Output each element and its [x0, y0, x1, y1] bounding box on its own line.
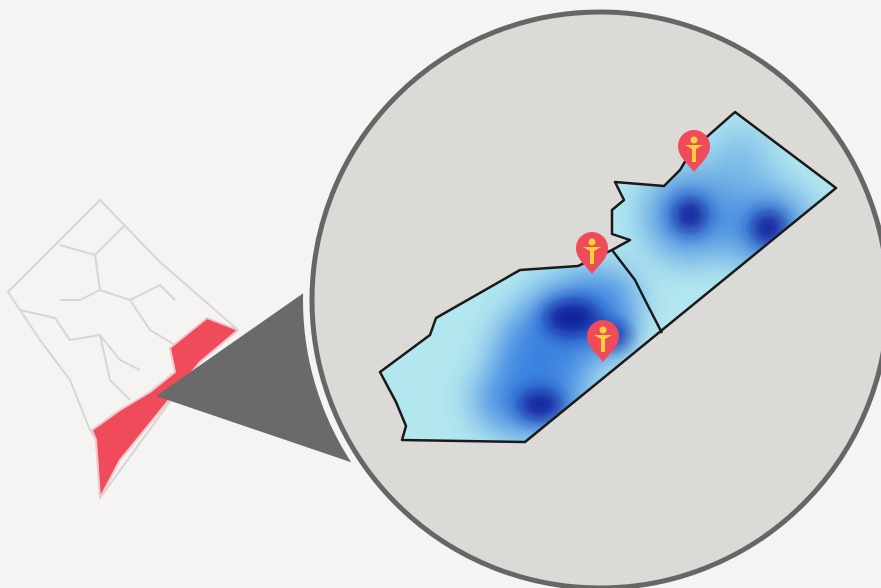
ward-border — [59, 244, 176, 346]
pin — [678, 130, 710, 172]
pin-icon-head — [599, 326, 607, 334]
region-outline — [378, 110, 838, 444]
pin — [587, 320, 619, 362]
ward-border — [149, 371, 176, 393]
pin-icon-body — [594, 335, 612, 352]
heat-spot — [673, 198, 707, 232]
pin-icon-body — [685, 145, 703, 162]
pin-icon-head — [690, 136, 698, 144]
heat-spot — [544, 300, 600, 336]
heat-spot — [518, 390, 562, 420]
district-map — [7, 199, 239, 499]
heat-area — [710, 130, 770, 190]
pin-icon-body — [583, 247, 601, 264]
pins — [576, 130, 710, 362]
ward-border — [60, 224, 176, 401]
pin — [576, 232, 608, 274]
ward-border — [19, 309, 141, 371]
pin-icon-head — [588, 238, 596, 246]
highlighted-ward — [91, 317, 239, 499]
sub-region-border — [611, 249, 664, 334]
